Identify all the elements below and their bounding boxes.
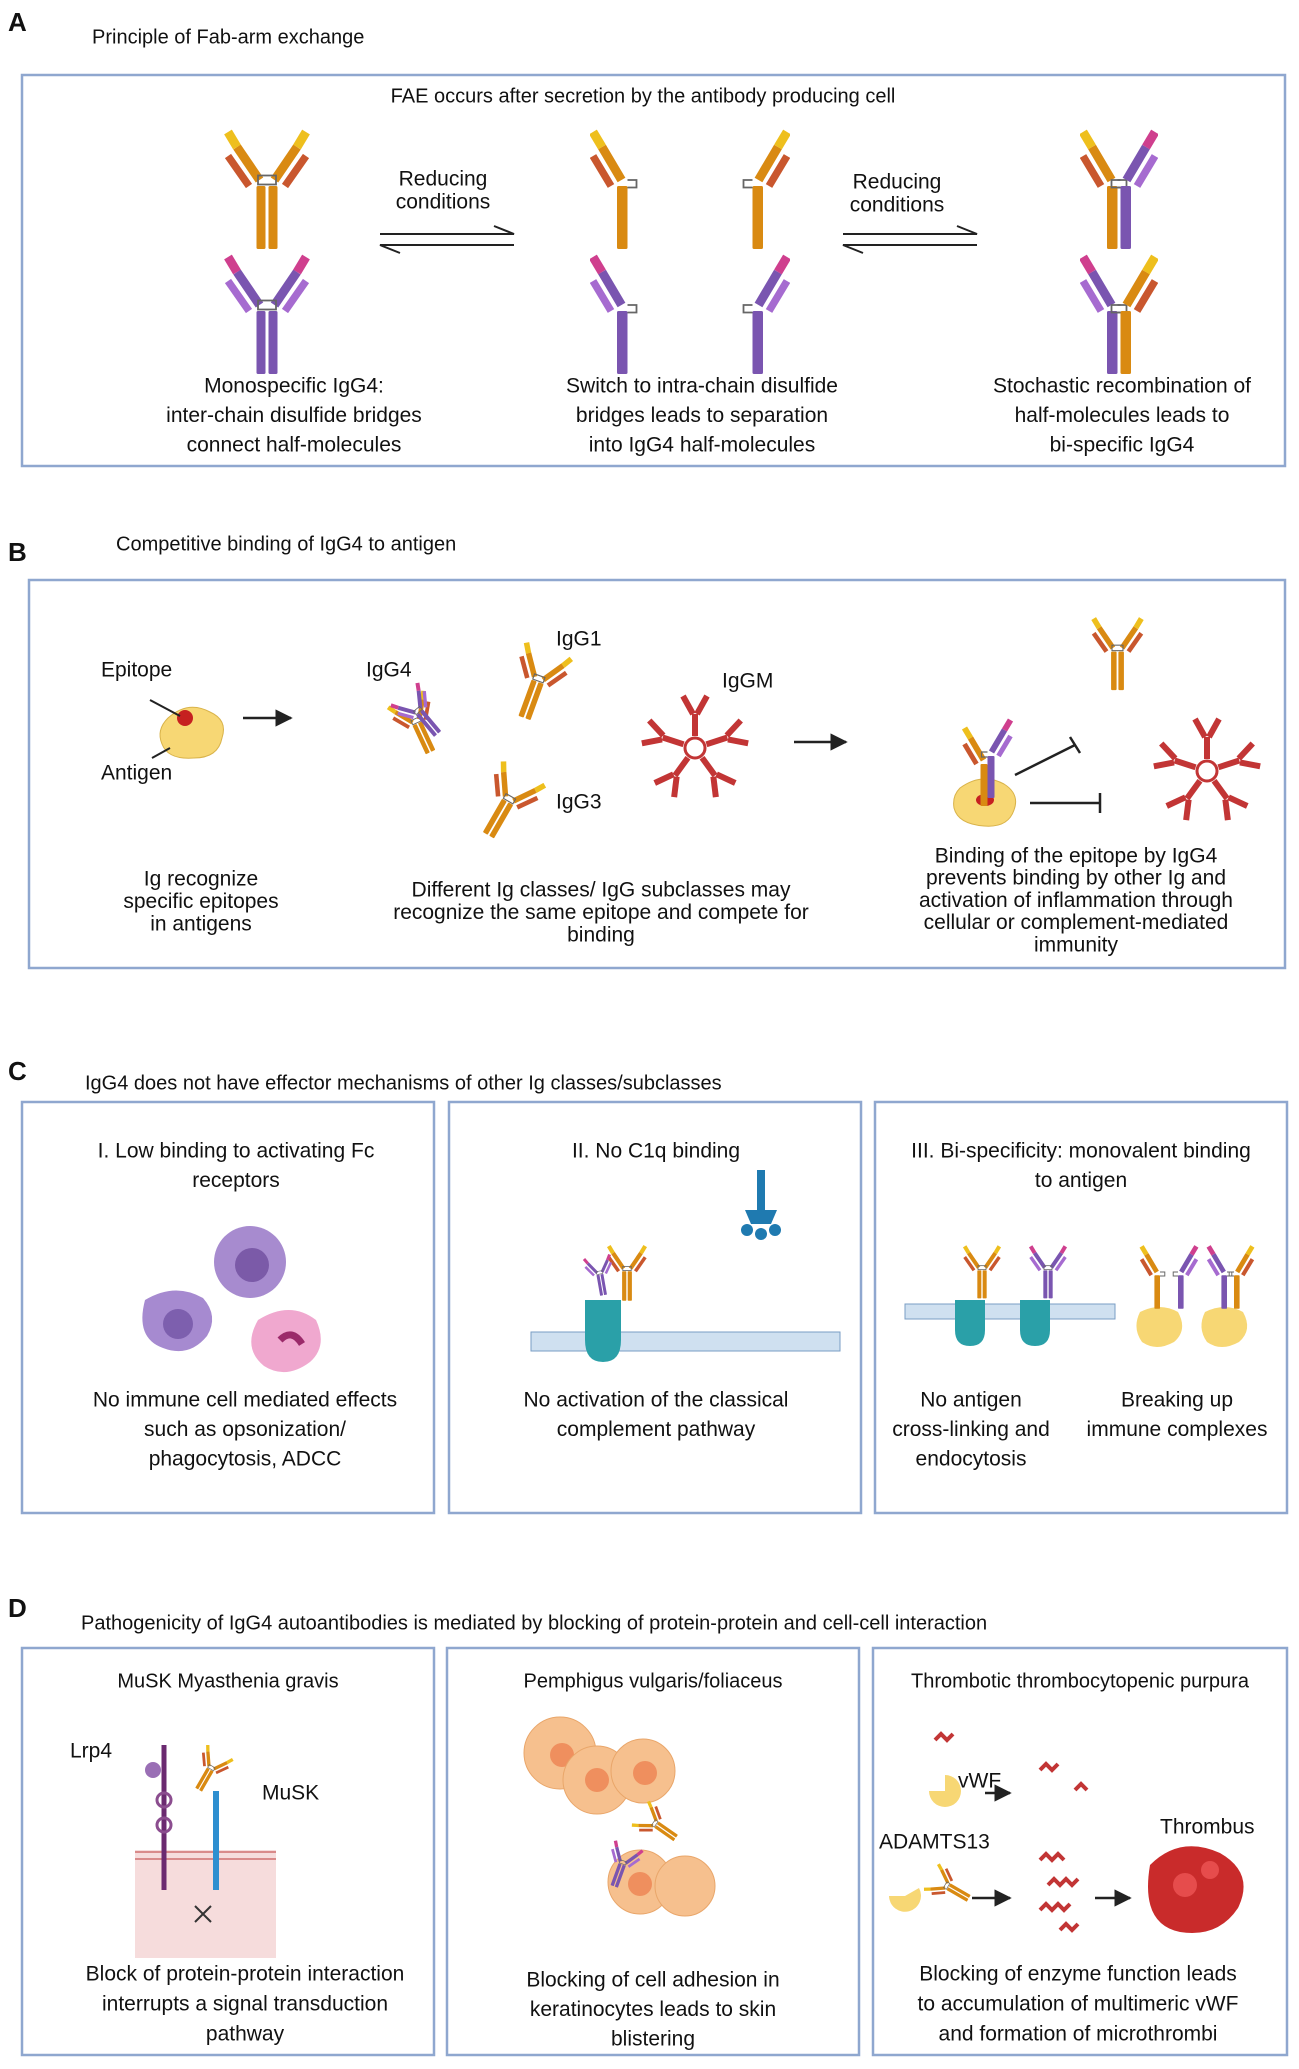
panel-c-box [873,1100,1289,1515]
icon-label: Lrp4 [70,1740,112,1763]
icon-label: MuSK [262,1782,319,1805]
caption: No immune cell mediated effects [93,1389,397,1412]
caption: Stochastic recombination of [993,375,1251,398]
icon-label: vWF [958,1770,1001,1793]
caption: No antigen [920,1389,1022,1412]
caption: Blocking of enzyme function leads [919,1963,1237,1986]
caption: and formation of microthrombi [939,2023,1218,2046]
caption: pathway [206,2023,285,2046]
caption: phagocytosis, ADCC [149,1448,342,1471]
caption: recognize the same epitope and compete f… [393,901,809,924]
arrow-label: Reducing [853,171,942,194]
panel-subtitle: FAE occurs after secretion by the antibo… [391,85,896,107]
caption: Blocking of cell adhesion in [526,1969,779,1992]
box-title: receptors [192,1169,280,1192]
icon-label: IgG3 [556,791,602,814]
antibody-icons [228,132,1155,374]
caption: endocytosis [916,1448,1027,1471]
panel-title: Principle of Fab-arm exchange [92,26,364,48]
caption: in antigens [150,913,252,936]
caption: activation of inflammation through [919,889,1233,912]
caption: Breaking up [1121,1389,1233,1412]
equilibrium-arrows [379,225,978,254]
panel-d-box [871,1646,1289,2057]
panel-letter: A [8,7,27,37]
caption: Ig recognize [144,868,258,891]
caption: inter-chain disulfide bridges [166,404,422,427]
icon-label: Thrombus [1160,1816,1255,1839]
box-title: Pemphigus vulgaris/foliaceus [523,1670,782,1692]
icon-label: ADAMTS13 [879,1831,990,1854]
panel-title: Competitive binding of IgG4 to antigen [116,533,456,555]
caption: Different Ig classes/ IgG subclasses may [412,879,791,902]
caption: connect half-molecules [187,434,402,457]
caption: Switch to intra-chain disulfide [566,375,838,398]
caption: such as opsonization/ [144,1418,346,1441]
panel-b-box [27,578,1287,970]
caption: binding [567,924,635,947]
caption: immune complexes [1087,1418,1268,1441]
box-title: III. Bi-specificity: monovalent binding [911,1140,1251,1163]
panel-d-box [20,1646,436,2057]
box-title: I. Low binding to activating Fc [98,1140,375,1163]
caption: Monospecific IgG4: [204,375,384,398]
panel-letter: B [8,537,27,567]
labels: A Principle of Fab-arm exchange FAE occurs… [8,7,1267,2051]
caption: specific epitopes [123,890,278,913]
panel-title: Pathogenicity of IgG4 autoantibodies is … [81,1612,987,1634]
box-title: to antigen [1035,1169,1127,1192]
panel-letter: D [8,1593,27,1623]
box-title: Thrombotic thrombocytopenic purpura [911,1670,1250,1692]
caption: half-molecules leads to [1015,404,1230,427]
panel-d-box [445,1646,861,2057]
caption: cross-linking and [892,1418,1050,1441]
caption: keratinocytes leads to skin [530,1998,776,2021]
caption: into IgG4 half-molecules [589,434,815,457]
caption: prevents binding by other Ig and [926,867,1226,890]
antigen-icons [149,619,1260,848]
box-title: II. No C1q binding [572,1140,740,1163]
icon-label: Antigen [101,762,172,785]
icon-label: IgG4 [366,659,412,682]
icon-label: IgGM [722,670,773,693]
panel-c-box [447,1100,863,1515]
cell-icons [142,1170,1252,1373]
caption: interrupts a signal transduction [102,1993,388,2016]
arrow-label: conditions [396,191,491,214]
caption: blistering [611,2028,695,2051]
caption: bridges leads to separation [576,404,828,427]
caption: immunity [1034,933,1119,956]
panel-a-box [20,73,1287,468]
panel-title: IgG4 does not have effector mechanisms o… [85,1072,722,1094]
box-title: MuSK Myasthenia gravis [117,1670,338,1692]
caption: to accumulation of multimeric vWF [918,1993,1239,2016]
caption: Block of protein-protein interaction [86,1963,405,1986]
icon-label: Epitope [101,659,172,682]
icon-label: IgG1 [556,628,602,651]
arrow-label: conditions [850,194,945,217]
caption: No activation of the classical [524,1389,789,1412]
panel-c-box [20,1100,436,1515]
caption: complement pathway [557,1418,756,1441]
panel-letter: C [8,1056,27,1086]
caption: cellular or complement-mediated [924,911,1229,934]
caption: bi-specific IgG4 [1050,434,1195,457]
pathology-icons [135,1716,1244,1958]
caption: Binding of the epitope by IgG4 [935,845,1218,868]
arrow-label: Reducing [399,168,488,191]
